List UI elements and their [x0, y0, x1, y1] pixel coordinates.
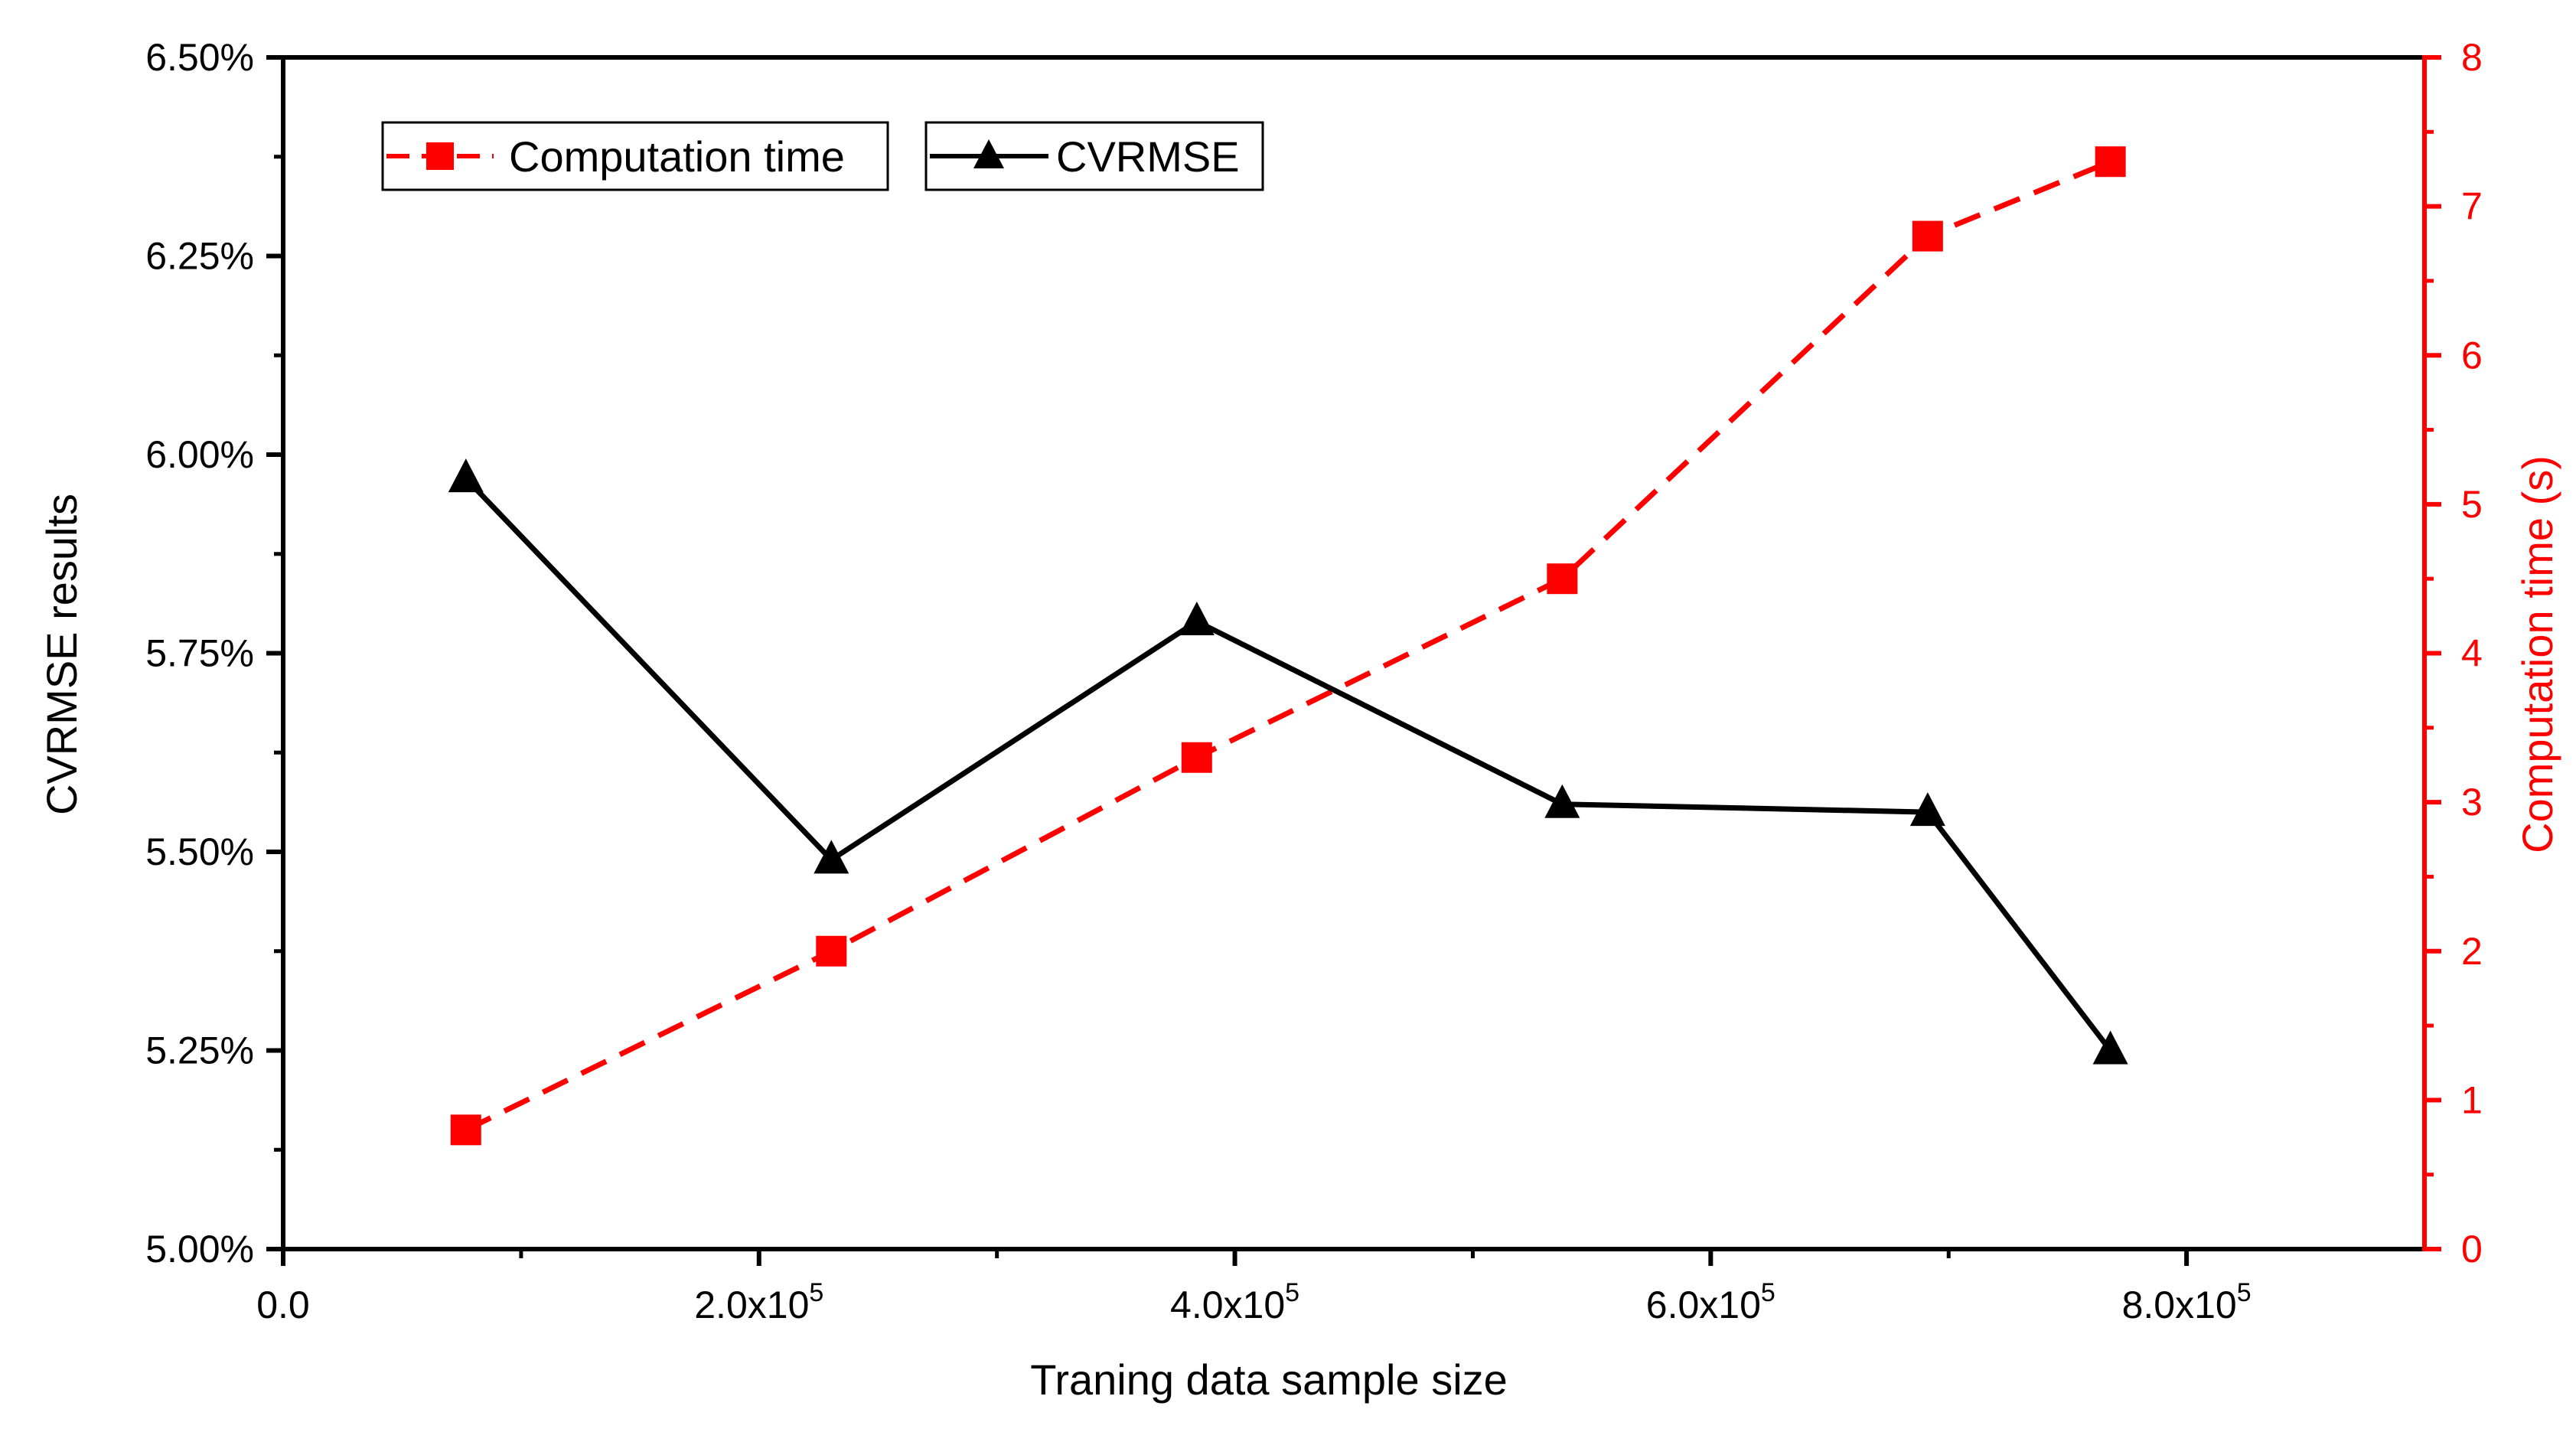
x-axis-title: Traning data sample size	[1030, 1355, 1508, 1404]
data-point-cvrmse	[1179, 601, 1215, 635]
y-right-tick-label: 4	[2461, 632, 2483, 675]
y-left-tick-label: 5.00%	[145, 1228, 254, 1271]
x-tick-label: 2.0x105	[694, 1278, 823, 1326]
y-right-tick-label: 6	[2461, 334, 2483, 377]
x-tick-label: 4.0x105	[1170, 1278, 1299, 1326]
series-line-computation-time	[465, 158, 2111, 1133]
y-right-tick-label: 8	[2461, 36, 2483, 79]
left-y-axis-title: CVRMSE results	[37, 494, 86, 815]
data-point-computation-time	[816, 935, 847, 967]
y-right-tick-label: 7	[2461, 185, 2483, 228]
x-tick-label: 6.0x105	[1646, 1278, 1775, 1326]
data-point-computation-time	[1912, 220, 1943, 252]
legend-triangle-marker-icon	[973, 139, 1004, 168]
data-point-computation-time	[2095, 146, 2126, 178]
y-right-tick-label: 2	[2461, 930, 2483, 973]
y-left-tick-label: 6.50%	[145, 36, 254, 79]
y-left-tick-label: 6.25%	[145, 235, 254, 278]
ticks-layer: 0.0 2.0x105 4.0x105 6.0x105 8.0x105 5.00% 5.25…	[145, 36, 2483, 1326]
y-left-tick-label: 5.50%	[145, 830, 254, 873]
y-left-tick-label: 6.00%	[145, 433, 254, 476]
data-point-computation-time	[1547, 563, 1578, 595]
x-tick-label: 0.0	[256, 1284, 310, 1326]
series-line-cvrmse	[464, 476, 2113, 1052]
x-tick-label: 8.0x105	[2122, 1278, 2252, 1326]
y-right-tick-label: 0	[2461, 1228, 2483, 1271]
right-y-axis-title: Computation time (s)	[2513, 455, 2561, 853]
data-point-cvrmse	[1544, 784, 1580, 818]
data-point-cvrmse	[2092, 1030, 2128, 1065]
data-point-computation-time	[1181, 742, 1212, 773]
y-left-tick-label: 5.25%	[145, 1029, 254, 1072]
legend-square-marker-icon	[426, 142, 454, 170]
data-point-computation-time	[450, 1114, 481, 1146]
y-right-tick-label: 1	[2461, 1078, 2483, 1121]
data-point-cvrmse	[814, 840, 849, 874]
data-point-cvrmse	[448, 458, 484, 493]
y-right-tick-label: 3	[2461, 781, 2483, 824]
y-left-tick-label: 5.75%	[145, 632, 254, 675]
legend: Computation time CVRMSE	[381, 121, 1264, 191]
legend-label-cvrmse: CVRMSE	[1056, 132, 1240, 181]
legend-label-computation-time: Computation time	[509, 132, 845, 181]
data-point-cvrmse	[1909, 792, 1945, 827]
y-right-tick-label: 5	[2461, 483, 2483, 526]
series-layer	[448, 146, 2128, 1146]
